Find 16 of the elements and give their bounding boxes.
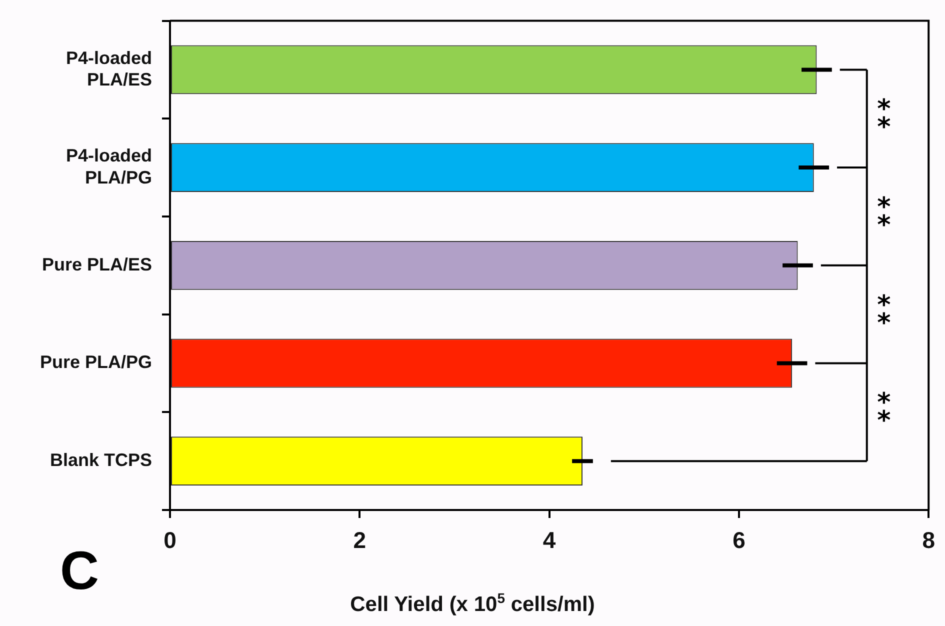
annotation: ** [877,192,892,240]
x-tick-label: 8 [922,527,936,554]
y-tick-label: Pure PLA/PG [40,352,152,372]
annotation: ** [877,94,892,143]
y-tick-label: Blank TCPS [50,450,152,470]
text: C [60,540,99,602]
x-tick-label: 6 [732,527,746,554]
y-tick-label: P4-loaded PLA/ES [66,48,152,90]
y-tick-label: Pure PLA/ES [42,254,152,274]
y-tick-label: P4-loaded PLA/PG [66,146,152,188]
x-tick-label: 0 [164,527,176,554]
annotation: ** [877,290,892,338]
annotation: ** [877,388,892,436]
x-tick-label: 2 [353,527,366,554]
x-tick-label: 4 [542,527,556,554]
x-axis-title: Cell Yield (x 10$^{5}$ cells/ml) [350,590,595,616]
